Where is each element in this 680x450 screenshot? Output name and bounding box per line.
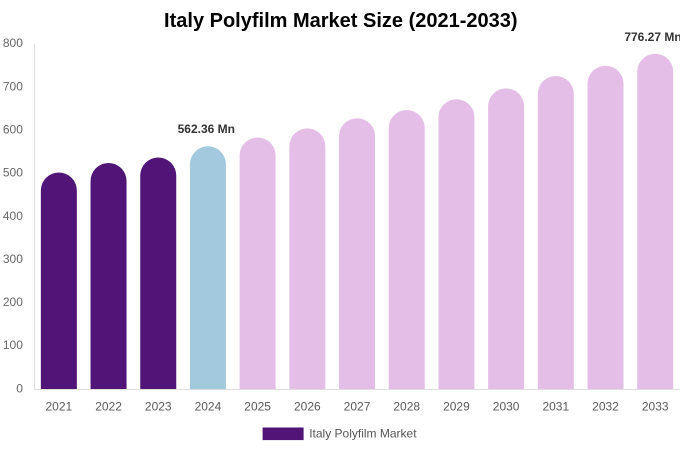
svg-text:400: 400 [3,209,23,223]
svg-text:2022: 2022 [95,400,122,414]
svg-text:300: 300 [3,252,23,266]
svg-text:776.27 Mn: 776.27 Mn [624,30,680,44]
svg-text:2023: 2023 [145,400,172,414]
svg-text:2028: 2028 [393,400,420,414]
svg-text:500: 500 [3,166,23,180]
svg-text:2025: 2025 [244,400,271,414]
svg-text:100: 100 [3,338,23,352]
svg-text:2027: 2027 [344,400,371,414]
svg-text:2024: 2024 [195,400,222,414]
svg-text:Italy Polyfilm Market: Italy Polyfilm Market [309,426,417,440]
svg-text:2030: 2030 [493,400,520,414]
svg-text:Italy Polyfilm Market Size (20: Italy Polyfilm Market Size (2021-2033) [164,10,518,32]
svg-text:2029: 2029 [443,400,470,414]
svg-text:700: 700 [3,79,23,93]
svg-text:2032: 2032 [592,400,619,414]
svg-text:2033: 2033 [642,400,669,414]
svg-text:600: 600 [3,122,23,136]
svg-text:2021: 2021 [45,400,72,414]
svg-text:200: 200 [3,295,23,309]
svg-text:562.36 Mn: 562.36 Mn [178,122,235,136]
svg-text:2031: 2031 [542,400,569,414]
svg-text:800: 800 [3,36,23,50]
svg-text:2026: 2026 [294,400,321,414]
svg-text:0: 0 [16,381,23,395]
